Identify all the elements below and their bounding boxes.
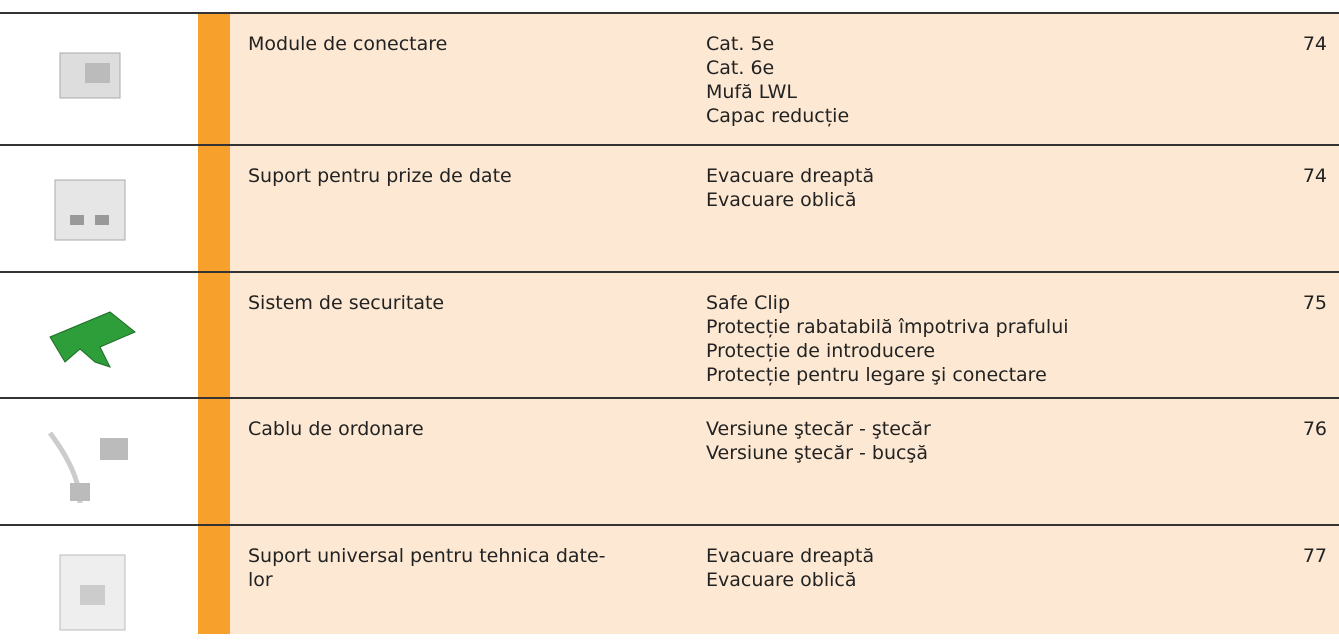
item: Protecție de introducere xyxy=(706,340,936,362)
product-name: Cablu de ordonare xyxy=(248,417,688,441)
table-row: Cablu de ordonare Versiune ştecăr - ştecă… xyxy=(0,397,1339,524)
name-line: Module de conectare xyxy=(248,33,448,55)
product-image xyxy=(54,179,126,241)
item: Protecție rabatabilă împotriva prafului xyxy=(706,316,1069,338)
table-row: Suport pentru prize de date Evacuare drea… xyxy=(0,144,1339,271)
product-items: Versiune ştecăr - ştecăr Versiune ştecăr … xyxy=(706,417,931,465)
item: Safe Clip xyxy=(706,292,791,314)
orange-stripe xyxy=(198,399,230,524)
item: Versiune ştecăr - bucşă xyxy=(706,442,928,464)
page-number: 74 xyxy=(1302,165,1327,187)
name-line: Cablu de ordonare xyxy=(248,418,424,440)
page-number: 77 xyxy=(1302,545,1327,567)
name-line: Suport pentru prize de date xyxy=(248,165,512,187)
product-image xyxy=(59,52,121,99)
product-image xyxy=(47,431,128,504)
item: Evacuare oblică xyxy=(706,189,857,211)
orange-stripe xyxy=(198,273,230,397)
table-row: Suport universal pentru tehnica date-lor… xyxy=(0,524,1339,634)
product-image xyxy=(49,311,136,368)
name-line: Sistem de securitate xyxy=(248,292,445,314)
item: Capac reducție xyxy=(706,105,850,127)
product-name: Suport pentru prize de date xyxy=(248,164,688,188)
page-number: 76 xyxy=(1302,418,1327,440)
item: Evacuare dreaptă xyxy=(706,165,875,187)
orange-stripe xyxy=(198,526,230,634)
table-row: Module de conectare Cat. 5e Cat. 6e Mufă LW… xyxy=(0,12,1339,144)
item: Cat. 5e xyxy=(706,33,775,55)
item: Evacuare dreaptă xyxy=(706,545,875,567)
product-items: Cat. 5e Cat. 6e Mufă LWL Capac reducție xyxy=(706,32,849,128)
product-name: Sistem de securitate xyxy=(248,291,688,315)
name-line: Suport universal pentru tehnica date- xyxy=(248,545,606,567)
page-number: 74 xyxy=(1302,33,1327,55)
item: Mufă LWL xyxy=(706,81,798,103)
item: Evacuare oblică xyxy=(706,569,857,591)
table-row: Sistem de securitate Safe Clip Protecție r… xyxy=(0,271,1339,397)
product-image xyxy=(59,554,126,631)
product-items: Safe Clip Protecție rabatabilă împotriva … xyxy=(706,291,1069,387)
page-number: 75 xyxy=(1302,292,1327,314)
row-background xyxy=(230,14,1339,144)
product-items: Evacuare dreaptă Evacuare oblică xyxy=(706,164,874,212)
product-name: Suport universal pentru tehnica date-lor xyxy=(248,544,688,592)
product-items: Evacuare dreaptă Evacuare oblică xyxy=(706,544,874,592)
row-background xyxy=(230,399,1339,524)
item: Versiune ştecăr - ştecăr xyxy=(706,418,931,440)
orange-stripe xyxy=(198,146,230,271)
item: Protecție pentru legare şi conectare xyxy=(706,364,1047,386)
item: Cat. 6e xyxy=(706,57,775,79)
product-name: Module de conectare xyxy=(248,32,688,56)
row-background xyxy=(230,146,1339,271)
row-background xyxy=(230,526,1339,634)
orange-stripe xyxy=(198,14,230,144)
name-line: lor xyxy=(248,569,273,591)
row-background xyxy=(230,273,1339,397)
